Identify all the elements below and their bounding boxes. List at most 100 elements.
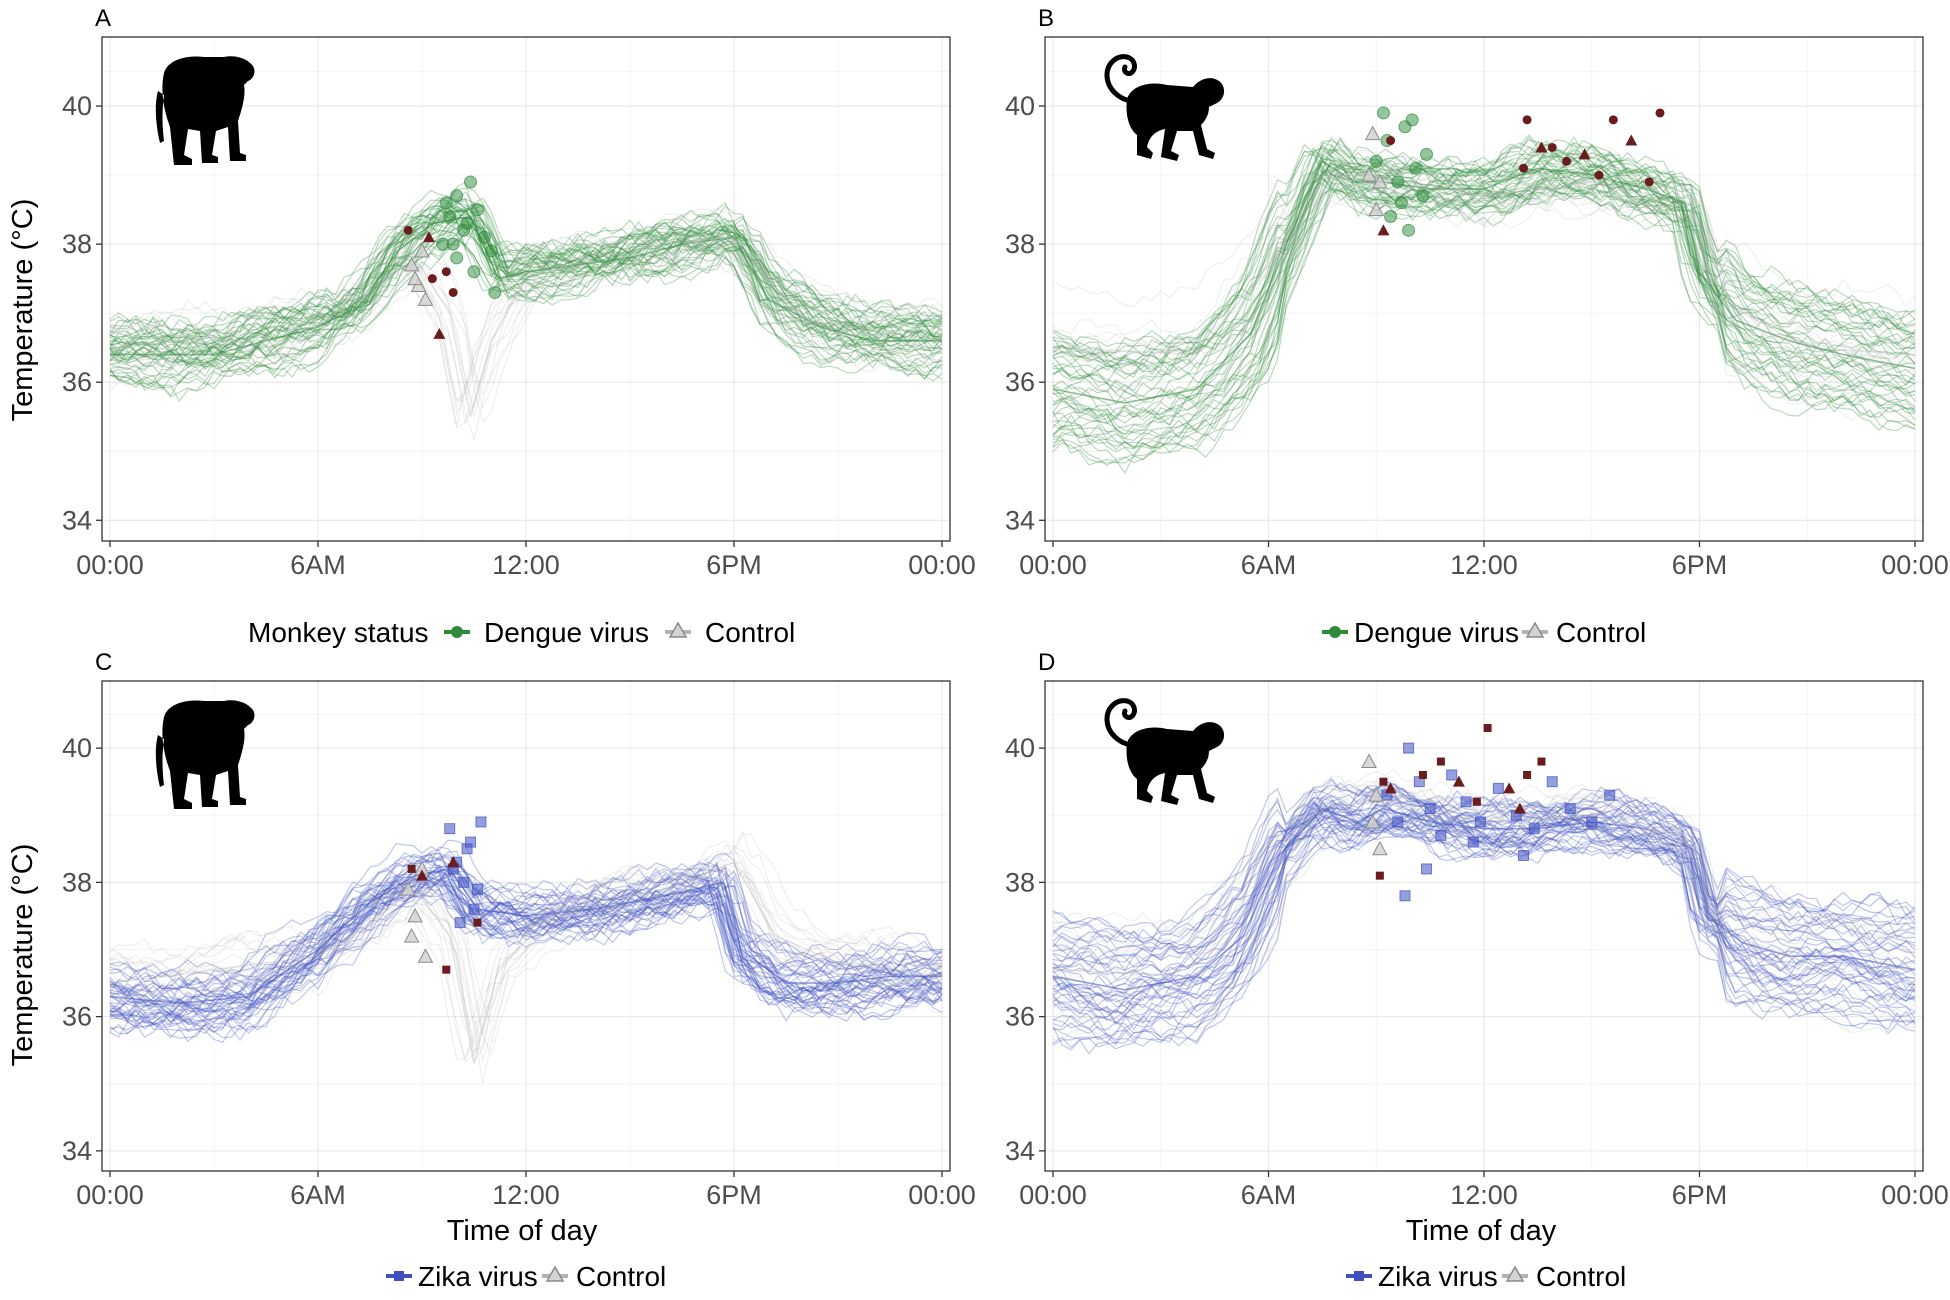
panel-d-highlight-point	[1503, 782, 1516, 794]
panel-b-series-line	[1052, 139, 1916, 365]
panel-d-series-line	[1052, 816, 1916, 1047]
panel-c-series-line	[109, 875, 943, 1025]
panel-b-series-line	[1052, 143, 1916, 397]
panel-d-series-line	[1052, 811, 1916, 1020]
panel-d-highlight-point	[1436, 757, 1445, 766]
panel-c-infected-point	[475, 816, 487, 828]
panel-b-highlight-point	[1644, 177, 1654, 187]
panel-b-x-tick-label: 6PM	[1672, 550, 1728, 580]
panel-d-y-tick-label: 36	[1005, 1002, 1035, 1032]
panel-c-x-tick-label: 6AM	[290, 1180, 346, 1210]
panel-a-infected-point	[484, 244, 498, 258]
panel-c-series-line	[109, 856, 943, 1005]
legend-bottom-right-control-label: Control	[1536, 1261, 1626, 1292]
panel-c-y-tick-label: 34	[62, 1136, 92, 1166]
panel-c-series-line	[109, 865, 943, 1060]
panel-a-highlight-point	[433, 327, 446, 339]
panel-c-series-line	[109, 871, 943, 1018]
panel-c-highlight-point	[473, 918, 482, 927]
panel-a-series-line	[109, 213, 943, 409]
panel-b-highlight-point	[1547, 142, 1557, 152]
panel-b-series-line	[1052, 142, 1916, 361]
panel-d-control-point	[1372, 840, 1388, 856]
panel-b-series-line	[1052, 183, 1916, 403]
panel-b-series-line	[1052, 153, 1916, 436]
panel-d-infected-point	[1424, 803, 1436, 815]
panel-c-series-line	[109, 833, 943, 1027]
panel-c-series-mean-line	[109, 868, 942, 1005]
panel-a-series-line	[109, 227, 943, 410]
panel-c-series-line	[109, 866, 943, 1052]
panel-b-highlight-point	[1655, 108, 1665, 118]
panel-d-highlight-point	[1523, 770, 1532, 779]
panel-c-series-line	[109, 845, 943, 1055]
panel-d-series-line	[1052, 807, 1916, 1007]
panel-c-y-title: Temperature (°C)	[7, 844, 39, 1067]
panel-b-series-line	[1052, 177, 1916, 450]
panel-a-series-line	[109, 204, 943, 346]
panel-c-series-line	[109, 851, 943, 993]
panel-d-infected-point	[1564, 803, 1576, 815]
panel-a-infected-point	[488, 285, 502, 299]
panel-d-infected-point	[1604, 789, 1616, 801]
panel-c-series-line	[109, 878, 943, 1064]
panel-b-series-line	[1052, 157, 1916, 418]
panel-a-series-line	[109, 203, 943, 367]
panel-c-series-line	[109, 858, 943, 1062]
panel-b-series-line	[1052, 162, 1916, 425]
panel-c-x-tick-label: 00:00	[76, 1180, 144, 1210]
panel-b-series-line	[1052, 179, 1916, 466]
panel-d-series-line	[1052, 811, 1916, 1018]
panel-c-series-line	[109, 879, 943, 1039]
panel-a-plot-area	[109, 175, 943, 441]
panel-b-series-line	[1052, 141, 1916, 378]
panel-a-series-line	[109, 207, 943, 383]
panel-a: A Temperature (°C) 34 36 38 40 00:00 6AM 12:00…	[7, 5, 976, 580]
panel-d-series-line	[1052, 811, 1916, 1015]
legend-bottom-left-control-label: Control	[576, 1261, 666, 1292]
panel-c-series-control	[109, 830, 943, 1084]
panel-a-series-line	[109, 205, 943, 353]
panel-a-series-line	[109, 214, 943, 370]
panel-b-series-line	[1052, 172, 1916, 461]
panel-c-y-tick-label: 40	[62, 733, 92, 763]
panel-c-y-tick-label: 38	[62, 867, 92, 897]
panel-c-plot-area	[109, 816, 943, 1084]
panel-b-series-line	[1052, 160, 1916, 436]
panel-a-series-line	[109, 240, 943, 423]
panel-c-series-line	[109, 839, 943, 1032]
panel-d-infected-point	[1518, 850, 1530, 862]
panel-a-series-control	[109, 207, 943, 441]
legend-bottom-right-zika-label: Zika virus	[1378, 1261, 1498, 1292]
monkey-tail-icon-tail	[1104, 54, 1137, 104]
panel-a-control-point	[417, 291, 434, 306]
panel-c-series-line	[109, 873, 943, 1027]
monkey-silhouette-icon	[155, 56, 255, 165]
panel-a-x-tick-label: 00:00	[908, 550, 976, 580]
panel-d-series-line	[1052, 822, 1916, 1039]
panel-d-infected-point	[1435, 829, 1447, 841]
panel-a-series-line	[109, 197, 943, 350]
panel-b-series-line	[1052, 180, 1916, 464]
panel-b-highlight-point	[1562, 156, 1572, 166]
panel-d-x-tick-label: 00:00	[1019, 1180, 1087, 1210]
panel-a-highlight-point	[448, 287, 458, 297]
panel-c-infected-point	[471, 883, 483, 895]
panel-b-series-line	[1052, 159, 1916, 361]
panel-c-control-point	[400, 881, 416, 896]
monkey-tail-icon	[1104, 698, 1225, 805]
panel-a-series-line	[109, 238, 943, 410]
panel-b-series-control	[1052, 135, 1916, 423]
panel-c-series-line	[109, 870, 943, 1023]
panel-b-series-line	[1052, 169, 1916, 365]
panel-b-series-line	[1052, 136, 1916, 367]
panel-b-infected-point	[1402, 223, 1416, 237]
panel-d-infected-point	[1403, 742, 1415, 754]
panel-d-series-line	[1052, 798, 1916, 997]
panel-d-series-line	[1052, 808, 1916, 1031]
panel-b-series-line	[1052, 188, 1916, 423]
panel-a-infected-point	[439, 196, 453, 210]
panel-a-series-line	[109, 205, 943, 353]
panel-a-infected-point	[477, 230, 491, 244]
panel-a-series-line	[109, 199, 943, 340]
